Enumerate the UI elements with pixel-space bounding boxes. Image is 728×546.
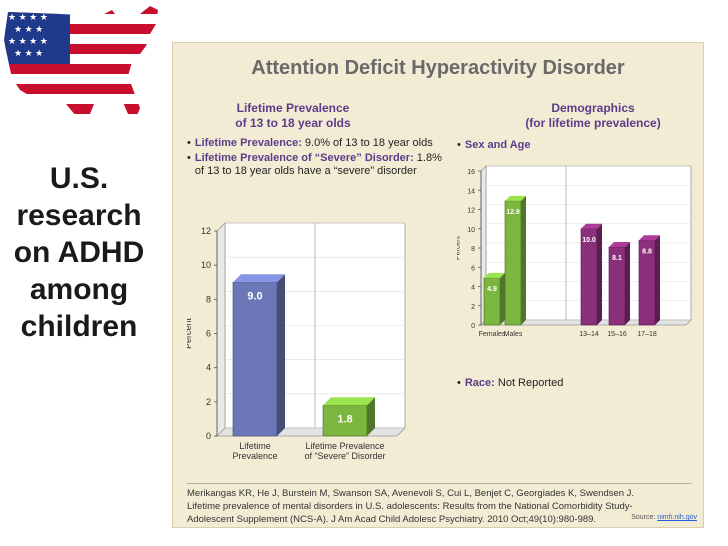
source-label: Source: [631,514,658,521]
side-title-line: research [16,199,142,232]
y-tick-label: 8 [471,246,475,253]
left-section-heading: Lifetime Prevalence of 13 to 18 year old… [203,101,383,131]
bullet-label: Race: [464,377,495,389]
side-title-line: among [29,273,129,306]
bar-top [609,242,630,248]
panel-title: Attention Deficit Hyperactivity Disorder [251,57,625,79]
y-tick-label: 10 [467,227,475,234]
y-tick-label: 8 [206,294,211,304]
bullet-dot-icon: • [457,377,461,389]
y-tick-label: 4 [206,363,211,373]
y-tick-label: 14 [467,188,475,195]
side-title-line: U.S. [49,162,109,195]
x-category-label: Females [479,331,506,338]
y-tick-label: 16 [467,169,475,176]
bar-side [367,397,375,436]
side-title: U.S. research on ADHD among children [0,160,158,345]
left-bullets: • Lifetime Prevalence: 9.0% of 13 to 18 … [187,137,449,180]
svg-text:★ ★ ★: ★ ★ ★ [14,24,43,34]
bar-top [484,272,505,278]
bullet-label: Lifetime Prevalence: [194,137,302,149]
bar-side [521,195,526,325]
bar-value-label: 8.1 [612,255,622,262]
bar-value-label: 10.0 [582,237,596,244]
bar-top [639,235,660,241]
right-section-heading: Demographics (for lifetime prevalence) [503,101,683,131]
bar-top [505,195,526,201]
bullet-text: 9.0% of 13 to 18 year olds [301,137,433,149]
bar-side [500,272,505,325]
y-tick-label: 6 [206,329,211,339]
source-note: Source: nimh.nih.gov [631,514,697,521]
y-tick-label: 6 [471,265,475,272]
svg-text:★ ★ ★ ★: ★ ★ ★ ★ [8,36,48,46]
bar-side [655,235,660,325]
bar-top [323,397,375,406]
bar-side [277,274,285,436]
x-category-label: of “Severe” Disorder [304,451,385,461]
bar-value-label: 9.0 [247,290,262,302]
bar-value-label: 12.9 [506,209,520,216]
bullet-label: Lifetime Prevalence of “Severe” Disorder… [194,152,414,164]
x-category-label: Males [504,331,523,338]
y-tick-label: 0 [471,323,475,330]
x-category-label: Lifetime [239,441,271,451]
bullet-item: • Lifetime Prevalence: 9.0% of 13 to 18 … [187,137,449,150]
bar-value-label: 1.8 [337,413,352,425]
bar-top [233,274,285,283]
adhd-info-panel: Attention Deficit Hyperactivity Disorder… [172,42,704,528]
y-axis-label: Percent [457,236,462,260]
svg-text:★ ★ ★ ★: ★ ★ ★ ★ [8,12,48,22]
y-tick-label: 12 [467,208,475,215]
bullet-dot-icon: • [187,152,191,164]
bullet-dot-icon: • [187,137,191,149]
y-axis-label: Percent [187,317,193,349]
heading-line: Demographics [551,101,635,115]
y-tick-label: 4 [471,285,475,292]
y-tick-label: 10 [201,260,211,270]
bullet-text: Not Reported [494,377,564,389]
y-tick-label: 0 [206,431,211,441]
x-category-label: 13–14 [579,331,599,338]
side-title-line: on ADHD [13,236,145,269]
x-category-label: 15–16 [607,331,627,338]
bullet-item: • Lifetime Prevalence of “Severe” Disord… [187,152,449,178]
x-category-label: 17–18 [637,331,657,338]
heading-line: (for lifetime prevalence) [525,116,661,130]
source-link[interactable]: nimh.nih.gov [657,514,697,521]
x-category-label: Prevalence [232,451,277,461]
citation: Merikangas KR, He J, Burstein M, Swanson… [187,483,692,526]
right-bullet-bottom: • Race: Not Reported [457,377,687,392]
bullet-item: • Race: Not Reported [457,377,687,390]
bullet-text: 1.8% of 13 to 18 year olds have a “sever… [194,152,442,177]
usa-flag-map-icon: ★ ★ ★ ★ ★ ★ ★ ★ ★ ★ ★ ★ ★ ★ [4,6,158,122]
bullet-label: Sex and Age [464,139,531,151]
side-title-line: children [20,310,138,343]
chart-side-wall [216,222,226,437]
bar-top [581,223,602,229]
bullet-item: • Sex and Age [457,139,687,152]
y-tick-label: 2 [206,397,211,407]
bar-side [597,223,602,325]
svg-text:★ ★ ★: ★ ★ ★ [14,48,43,58]
bar-side [625,242,630,325]
right-bullet-top: • Sex and Age [457,139,687,154]
y-tick-label: 2 [471,304,475,311]
demographics-chart: 0 2 4 6 8 10 12 14 16 Percent 4.9 Females 12.9 Males 1… [457,165,692,338]
citation-line: Merikangas KR, He J, Burstein M, Swanson… [187,488,635,499]
bar [504,200,522,326]
citation-line: Lifetime prevalence of mental disorders … [187,501,633,512]
heading-line: Lifetime Prevalence [236,101,350,115]
heading-line: of 13 to 18 year olds [235,116,351,130]
citation-line: Adolescent Supplement (NCS-A). J Am Acad… [187,514,597,525]
y-tick-label: 12 [201,226,211,236]
bar [232,281,278,437]
bar-value-label: 4.9 [487,286,497,293]
x-category-label: Lifetime Prevalence [305,441,384,451]
bar-value-label: 8.8 [642,248,652,255]
bullet-dot-icon: • [457,139,461,151]
